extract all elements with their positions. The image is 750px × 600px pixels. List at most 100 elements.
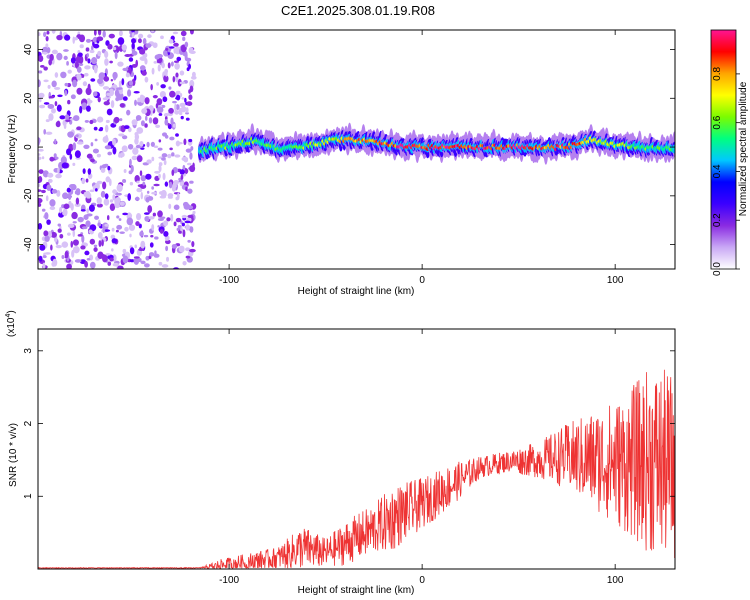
noise-speck <box>64 114 70 120</box>
y-tick-label: 40 <box>23 44 34 56</box>
spectrogram-panel: -100 0 100 -40 -20 0 20 40 Height of straight … <box>7 29 676 297</box>
noise-speck <box>142 38 147 45</box>
noise-speck <box>140 120 145 127</box>
noise-speck <box>100 167 106 173</box>
noise-speck <box>64 90 68 97</box>
noise-speck <box>40 65 45 68</box>
noise-speck <box>59 115 66 120</box>
top-x-ticks: -100 0 100 <box>219 30 624 286</box>
noise-speck <box>121 145 128 153</box>
noise-speck <box>114 51 118 60</box>
noise-speck <box>64 34 71 41</box>
noise-speck <box>109 60 113 64</box>
noise-speck <box>161 153 168 158</box>
noise-speck <box>141 108 148 115</box>
noise-speck <box>56 104 62 112</box>
noise-speck <box>44 235 50 242</box>
noise-speck <box>85 220 91 228</box>
noise-speck <box>38 222 43 230</box>
noise-speck <box>152 94 158 99</box>
noise-speck <box>162 49 169 57</box>
noise-speck <box>116 215 120 219</box>
noise-speck <box>72 79 78 88</box>
noise-speck <box>180 30 187 37</box>
noise-speck <box>130 164 134 173</box>
noise-speck <box>76 134 79 138</box>
noise-speck <box>45 131 53 135</box>
noise-speck <box>157 147 163 151</box>
noise-speck <box>158 164 162 173</box>
noise-speck <box>96 180 103 185</box>
noise-speck <box>179 70 185 76</box>
noise-speck <box>164 118 169 126</box>
noise-speck <box>186 205 194 210</box>
noise-speck <box>148 117 153 124</box>
noise-speck <box>175 94 181 101</box>
noise-speck <box>164 134 169 139</box>
noise-speck <box>63 49 69 52</box>
noise-speck <box>111 238 118 244</box>
noise-speck <box>67 99 71 105</box>
noise-speck <box>61 162 69 169</box>
noise-speck <box>85 105 91 112</box>
noise-speck <box>156 98 163 106</box>
noise-speck <box>102 30 106 38</box>
noise-speck <box>39 244 46 251</box>
noise-speck <box>161 157 166 161</box>
noise-speck <box>84 65 91 70</box>
noise-speck <box>41 208 46 212</box>
noise-speck <box>192 210 196 215</box>
noise-speck <box>124 226 129 232</box>
noise-speck <box>85 178 89 183</box>
noise-speck <box>171 152 175 157</box>
noise-speck <box>160 84 166 89</box>
noise-speck <box>169 147 173 151</box>
noise-speck <box>56 34 63 41</box>
noise-speck <box>107 151 113 156</box>
noise-speck <box>174 103 177 112</box>
noise-speck <box>56 190 61 197</box>
noise-speck <box>70 57 76 64</box>
noise-speck <box>143 212 150 215</box>
noise-speck <box>86 153 93 159</box>
noise-speck <box>85 47 90 52</box>
noise-speck <box>146 190 150 194</box>
noise-speck <box>181 214 188 219</box>
noise-speck <box>104 193 109 200</box>
noise-speck <box>180 115 184 120</box>
noise-speck <box>180 174 184 180</box>
noise-speck <box>42 255 47 259</box>
noise-speck <box>88 204 95 212</box>
noise-speck <box>166 217 171 222</box>
noise-speck <box>178 107 184 114</box>
noise-speck <box>188 89 191 94</box>
noise-speck <box>86 213 93 217</box>
noise-speck <box>186 101 193 106</box>
noise-speck <box>144 215 150 222</box>
noise-speck <box>39 97 42 103</box>
noise-speck <box>72 221 77 224</box>
noise-speck <box>100 190 106 198</box>
noise-speck <box>123 169 127 174</box>
noise-speck <box>145 255 150 261</box>
noise-speck <box>112 146 117 155</box>
noise-speck <box>107 43 113 50</box>
noise-speck <box>183 157 189 163</box>
noise-speck <box>173 42 179 47</box>
y-tick-label: 20 <box>23 92 34 104</box>
noise-speck <box>139 65 146 71</box>
noise-speck <box>168 107 174 114</box>
noise-speck <box>89 238 96 245</box>
noise-speck <box>38 197 43 204</box>
noise-speck <box>184 97 187 103</box>
noise-speck <box>77 216 84 223</box>
top-y-ticks: -40 -20 0 20 40 <box>23 44 675 252</box>
noise-speck <box>145 173 152 180</box>
noise-speck <box>38 183 41 188</box>
noise-speck <box>77 52 83 57</box>
noise-speck <box>103 198 110 206</box>
colorbar: 0.0 0.2 0.4 0.6 0.8 Normalized spectral ampl… <box>710 29 749 276</box>
noise-speck <box>87 58 91 64</box>
noise-speck <box>129 158 132 167</box>
noise-speck <box>81 234 85 243</box>
